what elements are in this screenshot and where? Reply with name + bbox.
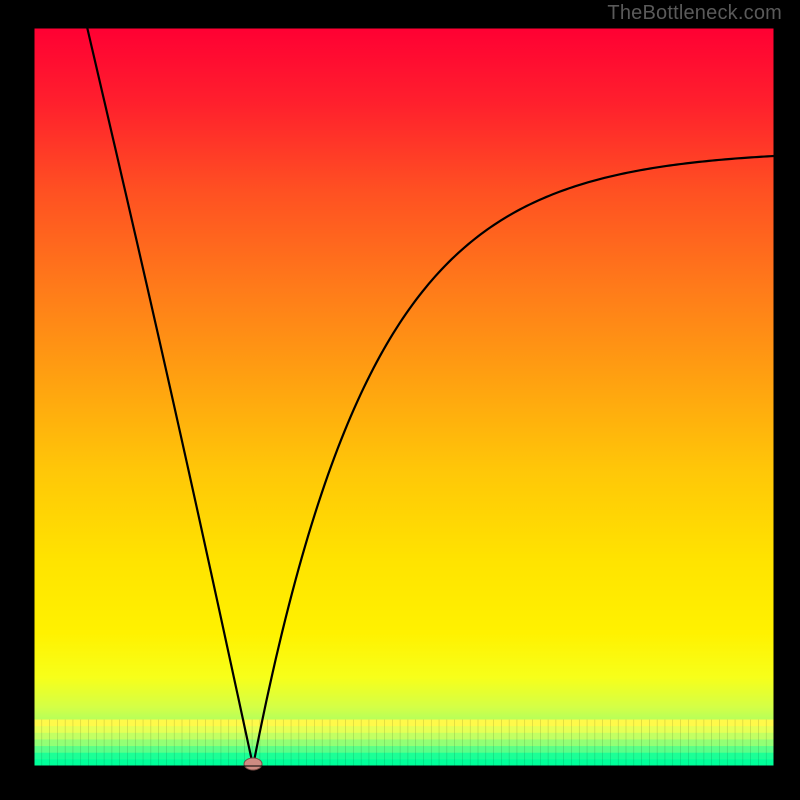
band-stripe	[34, 726, 774, 733]
band-stripe	[34, 739, 774, 746]
min-marker	[244, 758, 262, 770]
band-stripe	[34, 759, 774, 766]
band-stripe	[34, 753, 774, 760]
bottleneck-chart: TheBottleneck.com	[0, 0, 800, 800]
chart-svg	[0, 0, 800, 800]
plot-background	[34, 28, 774, 766]
band-stripe	[34, 746, 774, 753]
band-stripe	[34, 733, 774, 740]
band-stripe	[34, 720, 774, 727]
